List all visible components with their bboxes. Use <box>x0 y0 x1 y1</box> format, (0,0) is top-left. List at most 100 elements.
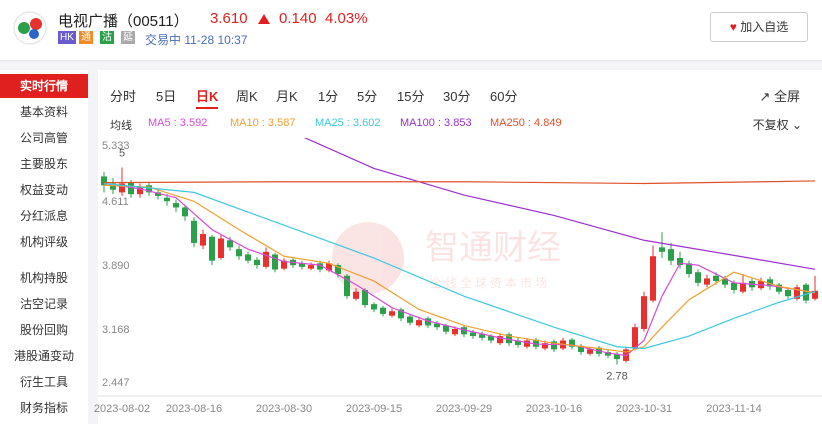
candle-body <box>272 254 278 270</box>
min-annotation: 2.78 <box>606 370 627 382</box>
y-tick-label: 4.611 <box>102 196 129 208</box>
period-tab[interactable]: 15分 <box>397 89 425 104</box>
period-tab[interactable]: 5分 <box>357 89 378 104</box>
candle-body <box>326 263 332 271</box>
candle-body <box>182 207 188 217</box>
period-tab[interactable]: 60分 <box>490 89 518 104</box>
candle-body <box>812 290 818 299</box>
menu-item[interactable]: 公司高管 <box>19 131 68 145</box>
candle-body <box>578 345 584 353</box>
period-tab[interactable]: 日K <box>196 86 219 109</box>
period-tab[interactable]: 1分 <box>318 89 339 104</box>
menu-item[interactable]: 权益变动 <box>19 183 68 197</box>
adjust-select[interactable]: 不复权 ⌄ <box>752 118 802 132</box>
ma-line <box>303 138 816 270</box>
legend-name: MA5 <box>148 117 171 129</box>
y-tick-label: 3.168 <box>102 324 130 336</box>
period-tab[interactable]: 30分 <box>443 89 471 104</box>
candle-body <box>686 263 692 274</box>
menu-item[interactable]: 沽空记录 <box>19 297 68 311</box>
badge: HK <box>58 31 76 44</box>
ma-line <box>103 182 816 350</box>
ma-line <box>103 180 816 185</box>
max-annotation: 5 <box>119 147 125 159</box>
legend-name: MA10 <box>230 117 259 129</box>
up-arrow <box>258 14 270 24</box>
candle-body <box>254 259 260 266</box>
legend-item: MA53.592 <box>148 117 207 129</box>
menu-item[interactable]: 衍生工具 <box>19 375 68 389</box>
period-tab[interactable]: 5日 <box>156 89 177 104</box>
x-tick-label: 2023-08-16 <box>166 403 222 415</box>
menu-item[interactable]: 港股通变动 <box>13 349 74 363</box>
sidebar: 实时行情基本资料公司高管主要股东权益变动分红派息机构评级机构持股沽空记录股份回购… <box>0 70 88 424</box>
candle-body <box>353 291 359 299</box>
legend-name: MA250 <box>490 117 525 129</box>
legend-value: 3.853 <box>435 117 472 129</box>
price: 3.610 <box>210 10 248 27</box>
candle-body <box>236 249 242 257</box>
candle-body <box>479 334 485 338</box>
x-tick-label: 2023-10-16 <box>526 403 582 415</box>
trade-status: 交易中 11-28 10:37 <box>145 33 248 47</box>
menu-item[interactable]: 实时行情 <box>0 74 88 98</box>
legend-item: MA253.602 <box>315 117 380 129</box>
candle-body <box>785 289 791 297</box>
ma-label: 均线 <box>110 120 132 132</box>
candle-body <box>281 260 287 269</box>
candle-body <box>704 278 710 285</box>
menu-item[interactable]: 机构持股 <box>19 271 68 285</box>
period-tab[interactable]: 月K <box>276 89 298 104</box>
fullscreen-label: 全屏 <box>773 89 800 104</box>
menu-item[interactable]: 股份回购 <box>19 323 68 337</box>
candle-body <box>551 341 557 350</box>
candle-body <box>533 339 539 347</box>
candle-body <box>407 316 413 323</box>
menu-item[interactable]: 基本资料 <box>19 105 68 119</box>
watermark-subtitle: 全线全球资本市场 <box>430 275 550 290</box>
candle-body <box>380 307 386 314</box>
candle-body <box>209 236 215 261</box>
candle-body <box>146 185 152 193</box>
menu-item[interactable]: 主要股东 <box>19 157 68 171</box>
candle-body <box>443 325 449 332</box>
candle-body <box>776 284 782 292</box>
candle-body <box>173 203 179 208</box>
menu-item[interactable]: 机构评级 <box>19 235 68 249</box>
watermark: 智通财经 全线全球资本市场 <box>332 222 561 294</box>
candle-body <box>218 238 224 259</box>
watch-button[interactable]: ♥ 加入自选 <box>710 12 808 42</box>
candle-body <box>452 328 458 335</box>
candle-body <box>164 197 170 202</box>
candle-body <box>695 272 701 283</box>
candle-body <box>389 311 395 316</box>
candle-body <box>677 258 683 266</box>
candle-body <box>659 247 665 252</box>
x-tick-label: 2023-08-02 <box>94 403 150 415</box>
candle-body <box>794 287 800 299</box>
watch-label: 加入自选 <box>740 20 789 34</box>
menu-item[interactable]: 财务指标 <box>19 401 68 415</box>
candle-body <box>497 336 503 344</box>
fullscreen[interactable]: ↗ 全屏 <box>759 89 800 104</box>
candle-body <box>245 254 251 261</box>
x-tick-label: 2023-09-29 <box>436 403 492 415</box>
legend-item: MA103.587 <box>230 117 295 129</box>
legend-value: 3.587 <box>259 117 296 129</box>
candle-body <box>335 265 341 274</box>
period-tab[interactable]: 周K <box>236 89 258 104</box>
candle-body <box>605 352 611 356</box>
candle-body <box>317 263 323 270</box>
candle-body <box>713 275 719 282</box>
candle-body <box>425 318 431 326</box>
candle-body <box>731 282 737 290</box>
legend-value: 4.849 <box>525 117 562 129</box>
menu-item[interactable]: 分红派息 <box>19 209 68 223</box>
legend-name: MA100 <box>400 117 435 129</box>
candle-body <box>200 234 206 246</box>
period-tab[interactable]: 分时 <box>110 89 137 104</box>
header: 电视广播（00511） 3.610 0.140 4.03% HK 通 沽 延 交… <box>0 0 822 61</box>
candle-body <box>569 339 575 347</box>
